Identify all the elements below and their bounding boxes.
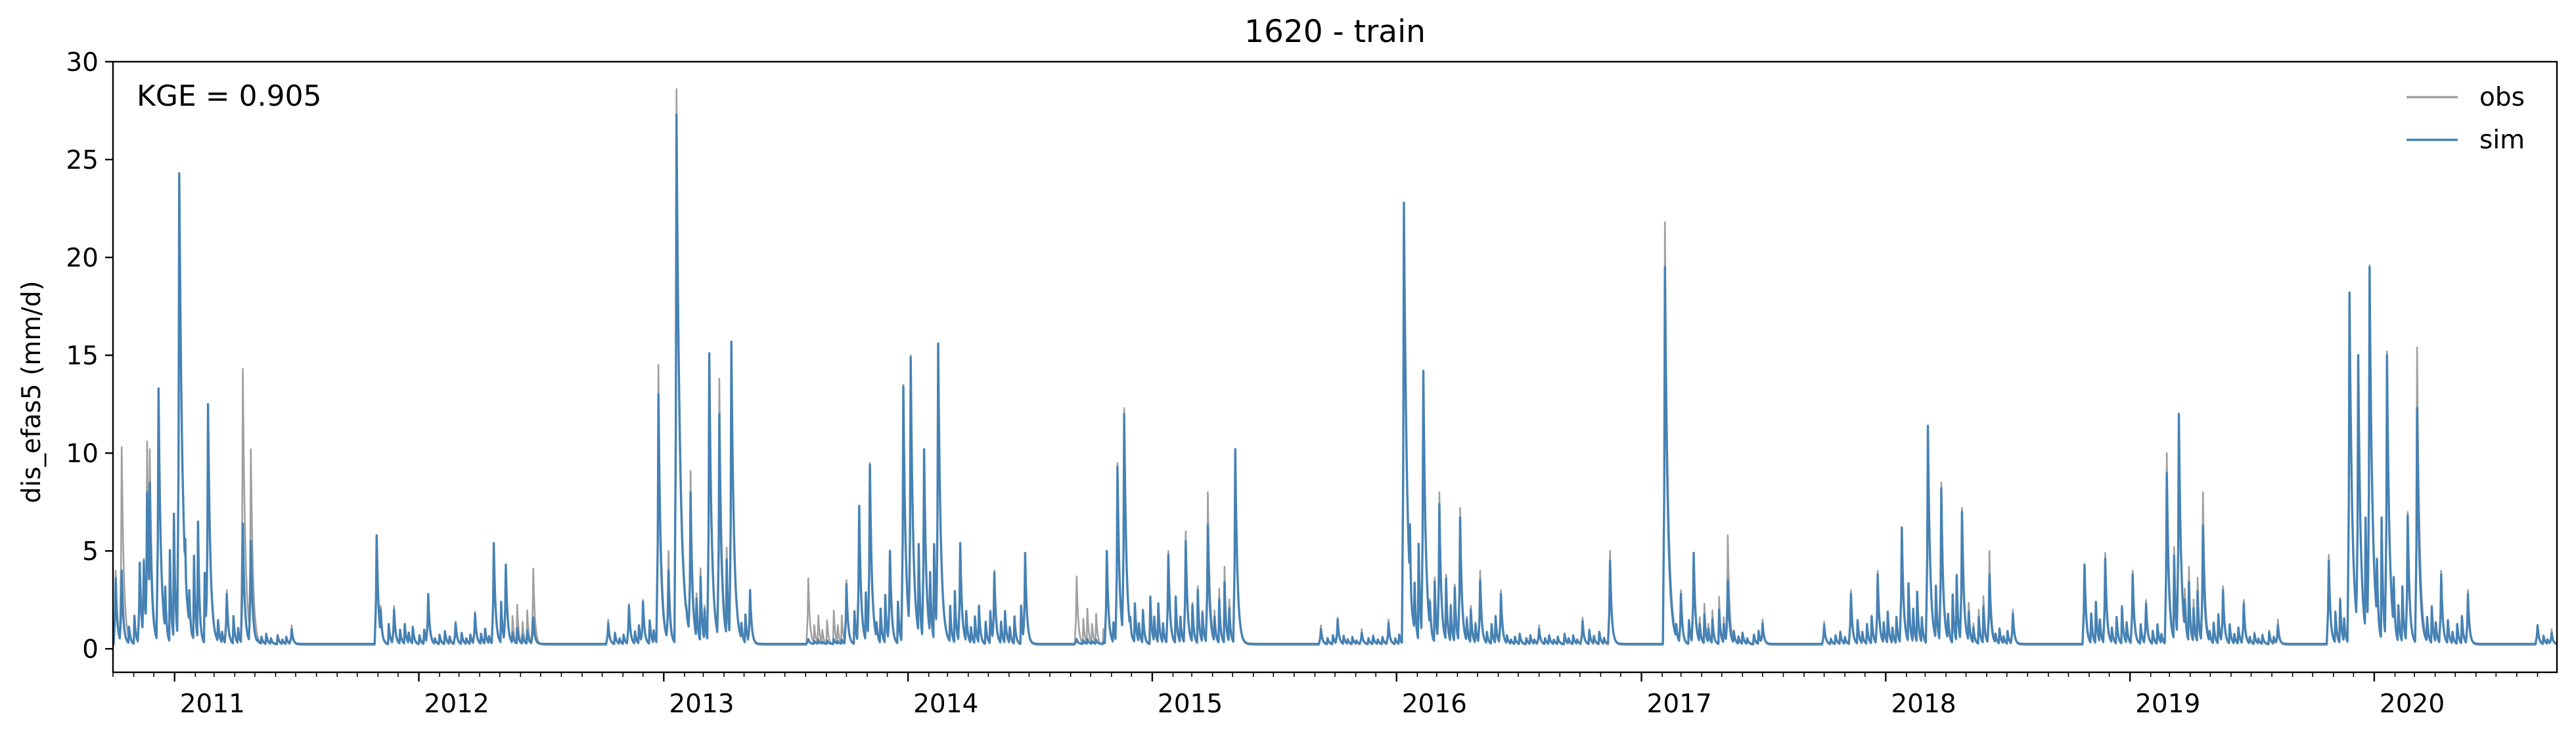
series-layer: [112, 88, 2558, 646]
chart-title: 1620 - train: [1244, 14, 1426, 50]
kge-annotation: KGE = 0.905: [137, 79, 322, 113]
y-tick-label: 5: [82, 537, 99, 567]
legend-label-sim: sim: [2479, 125, 2525, 155]
x-tick-label: 2013: [669, 689, 734, 719]
x-tick-label: 2018: [1891, 689, 1956, 719]
x-tick-label: 2020: [2380, 689, 2445, 719]
x-tick-label: 2012: [424, 689, 489, 719]
y-tick-label: 20: [66, 244, 99, 273]
x-tick-label: 2015: [1158, 689, 1223, 719]
y-tick-label: 15: [66, 341, 99, 371]
y-axis-label: dis_efas5 (mm/d): [17, 281, 47, 504]
y-axis: 0 5 10 15 20 25 30: [66, 48, 113, 664]
legend-label-obs: obs: [2479, 83, 2525, 112]
x-tick-label: 2014: [913, 689, 978, 719]
x-tick-label: 2016: [1402, 689, 1467, 719]
x-tick-label: 2011: [180, 689, 245, 719]
y-tick-label: 25: [66, 146, 99, 175]
y-tick-label: 0: [82, 635, 99, 664]
y-tick-label: 10: [66, 439, 99, 469]
x-tick-label: 2019: [2135, 689, 2200, 719]
x-axis: 2011 2012 2013 2014 2015 2016 2017 2018 2019 2020: [112, 672, 2539, 719]
y-tick-label: 30: [66, 48, 99, 77]
series-line-sim: [112, 113, 2558, 645]
x-tick-label: 2017: [1647, 689, 1712, 719]
legend: obs sim: [2407, 83, 2525, 155]
